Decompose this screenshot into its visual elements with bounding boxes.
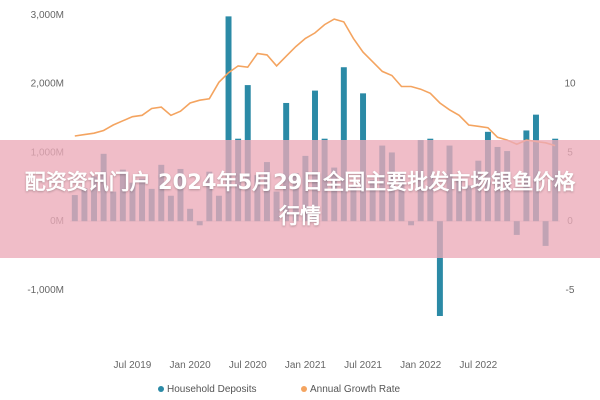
x-tick-label: Jul 2021 <box>344 360 382 371</box>
legend-marker-annual-growth-rate <box>301 386 307 392</box>
y-tick-label: -1,000M <box>27 285 64 296</box>
legend-label-household-deposits: Household Deposits <box>167 384 257 395</box>
y2-tick-label: 10 <box>564 79 576 90</box>
legend-marker-household-deposits <box>158 386 164 392</box>
title-banner: 配资资讯门户 2024年5月29日全国主要批发市场银鱼价格行情 <box>0 140 600 258</box>
y2-tick-label: -5 <box>566 285 575 296</box>
legend: Household Deposits Annual Growth Rate <box>158 384 400 395</box>
x-tick-label: Jan 2021 <box>285 360 327 371</box>
y-tick-label: 3,000M <box>31 10 64 21</box>
y-tick-label: 2,000M <box>31 79 64 90</box>
legend-label-annual-growth-rate: Annual Growth Rate <box>310 384 400 395</box>
banner-title: 配资资讯门户 2024年5月29日全国主要批发市场银鱼价格行情 <box>24 170 576 228</box>
x-tick-label: Jan 2022 <box>400 360 442 371</box>
x-axis: Jul 2019 Jan 2020 Jul 2020 Jan 2021 Jul 2021… <box>114 360 498 371</box>
x-tick-label: Jul 2022 <box>459 360 497 371</box>
bar <box>225 16 232 222</box>
x-tick-label: Jan 2020 <box>170 360 212 371</box>
x-tick-label: Jul 2019 <box>114 360 152 371</box>
bar <box>436 221 443 317</box>
line-series-annual-growth-rate <box>74 18 556 147</box>
x-tick-label: Jul 2020 <box>229 360 267 371</box>
